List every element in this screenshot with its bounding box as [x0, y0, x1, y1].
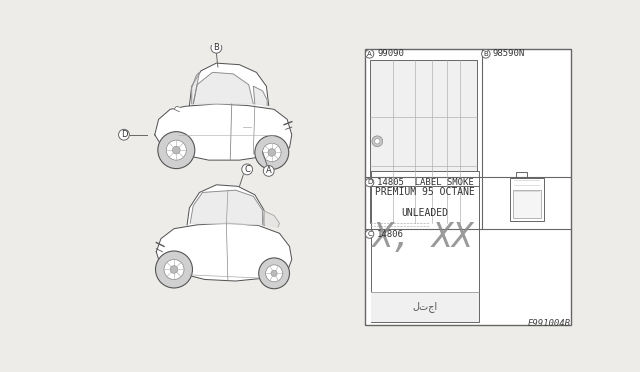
Circle shape [263, 166, 274, 176]
Bar [513, 190, 541, 218]
Polygon shape [262, 210, 280, 227]
Circle shape [242, 164, 253, 175]
Circle shape [372, 136, 383, 147]
Bar [516, 172, 527, 178]
Text: D: D [367, 179, 372, 186]
Circle shape [365, 178, 374, 187]
Circle shape [211, 42, 221, 53]
Text: D: D [121, 130, 127, 139]
Polygon shape [192, 73, 200, 104]
Bar [371, 292, 479, 322]
Text: C: C [244, 165, 250, 174]
Text: 99090: 99090 [378, 49, 404, 58]
Text: 98590N: 98590N [493, 49, 525, 58]
Circle shape [166, 140, 186, 160]
Circle shape [259, 258, 289, 289]
Circle shape [156, 251, 193, 288]
Polygon shape [190, 190, 262, 225]
Bar [371, 186, 479, 322]
Bar [371, 171, 479, 236]
Text: E991004B: E991004B [527, 319, 570, 328]
Circle shape [164, 260, 184, 279]
Circle shape [172, 146, 180, 154]
Circle shape [262, 143, 281, 162]
Text: UNLEADED: UNLEADED [401, 208, 449, 218]
Polygon shape [187, 185, 264, 225]
Circle shape [365, 49, 374, 58]
Text: C: C [367, 231, 372, 237]
Circle shape [170, 266, 178, 273]
Text: B: B [213, 43, 220, 52]
Polygon shape [174, 106, 182, 112]
Circle shape [482, 49, 490, 58]
Text: لتجا: لتجا [412, 301, 438, 312]
Polygon shape [189, 63, 269, 106]
Text: B: B [483, 51, 488, 57]
Text: A: A [367, 51, 372, 57]
Circle shape [158, 132, 195, 169]
Circle shape [118, 129, 129, 140]
Circle shape [255, 135, 289, 169]
Bar [369, 60, 477, 222]
Text: 14806: 14806 [378, 230, 404, 238]
Polygon shape [155, 104, 292, 160]
Circle shape [271, 270, 277, 276]
Circle shape [374, 139, 380, 144]
Circle shape [266, 265, 283, 282]
Bar [365, 49, 572, 325]
Text: PREMIUM 95 OCTANE: PREMIUM 95 OCTANE [375, 187, 475, 197]
Polygon shape [156, 223, 292, 281]
Polygon shape [193, 73, 253, 104]
Circle shape [268, 148, 276, 156]
Polygon shape [253, 86, 267, 106]
Text: 14805  LABEL SMOKE: 14805 LABEL SMOKE [378, 178, 474, 187]
Text: A: A [266, 166, 271, 176]
Bar [509, 178, 543, 221]
Text: X, XX: X, XX [372, 221, 473, 254]
Circle shape [365, 230, 374, 238]
